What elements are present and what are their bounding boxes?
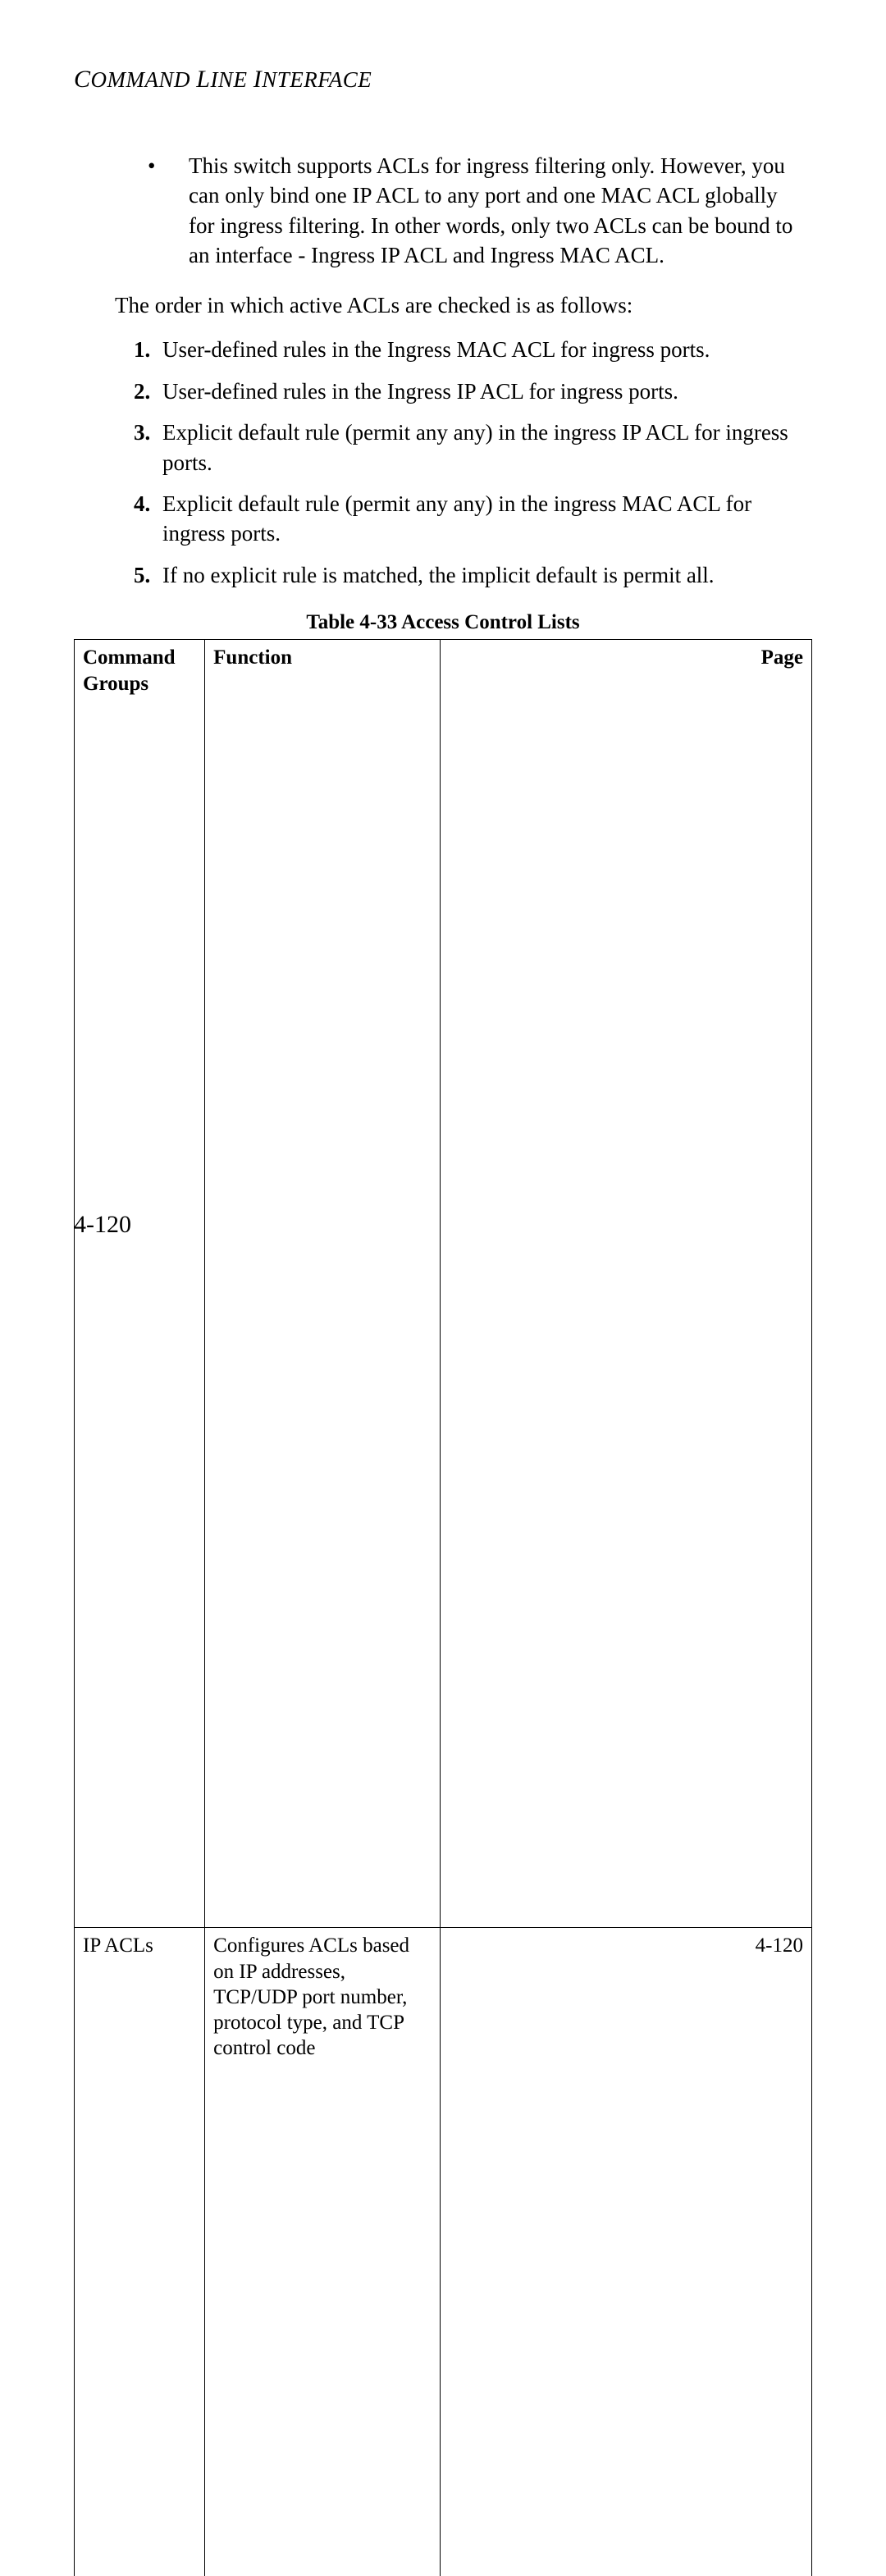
table-1: Command Groups Function Page IP ACLs Con… [74, 639, 812, 2576]
page-number: 4-120 [74, 1211, 131, 1239]
list-item: Explicit default rule (permit any any) i… [156, 418, 796, 477]
table-cell: Configures ACLs based on IP addresses, T… [205, 1928, 440, 2576]
header-cap-3: I [253, 66, 263, 93]
list-item: If no explicit rule is matched, the impl… [156, 560, 796, 590]
bullet-text: This switch supports ACLs for ingress fi… [189, 151, 796, 271]
table-1-caption: Table 4-33 Access Control Lists [74, 611, 812, 634]
list-item: User-defined rules in the Ingress MAC AC… [156, 335, 796, 364]
page: COMMAND LINE INTERFACE • This switch sup… [0, 0, 886, 1288]
header-part-1: OMMAND [91, 67, 197, 92]
bullet-marker: • [148, 151, 189, 271]
table-row: IP ACLs Configures ACLs based on IP addr… [75, 1928, 812, 2576]
table-header-cell: Function [205, 640, 440, 1928]
table-header-cell: Page [440, 640, 811, 1928]
table-header-row: Command Groups Function Page [75, 640, 812, 1928]
header-cap-2: L [196, 66, 210, 93]
table-cell: 4-120 [440, 1928, 811, 2576]
list-item: Explicit default rule (permit any any) i… [156, 489, 796, 549]
intro-paragraph: The order in which active ACLs are check… [115, 290, 812, 320]
header-part-3: NTERFACE [262, 67, 372, 92]
running-header: COMMAND LINE INTERFACE [74, 66, 812, 94]
header-cap-1: C [74, 66, 91, 93]
bullet-item: • This switch supports ACLs for ingress … [148, 151, 796, 271]
table-header-cell: Command Groups [75, 640, 205, 1928]
table-cell: IP ACLs [75, 1928, 205, 2576]
ordered-list: User-defined rules in the Ingress MAC AC… [123, 335, 796, 590]
header-part-2: INE [210, 67, 253, 92]
list-item: User-defined rules in the Ingress IP ACL… [156, 377, 796, 406]
